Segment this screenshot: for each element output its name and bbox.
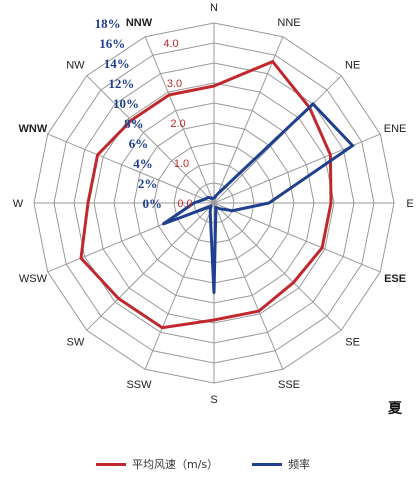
- data-point-speed: [320, 246, 324, 249]
- frequency-tick-label: 8%: [124, 116, 144, 131]
- legend-item-speed: 平均风速（m/s）: [96, 456, 218, 472]
- direction-label: NE: [345, 59, 360, 71]
- data-point-frequency: [311, 102, 315, 106]
- data-point-speed: [86, 201, 90, 205]
- direction-label: S: [210, 394, 217, 406]
- direction-label: ENE: [384, 123, 407, 135]
- data-point-speed: [168, 93, 171, 97]
- data-point-frequency: [203, 198, 206, 201]
- grid-spoke: [213, 133, 381, 204]
- direction-label: ESE: [384, 273, 406, 285]
- frequency-tick-label: 4%: [133, 156, 153, 171]
- data-point-speed: [161, 326, 164, 329]
- season-label: 夏: [388, 401, 402, 417]
- speed-tick-label: 0.0: [177, 198, 192, 210]
- direction-label: WNW: [19, 123, 48, 135]
- frequency-tick-label: 0%: [143, 196, 163, 211]
- chart-legend: 平均风速（m/s） 频率: [96, 456, 344, 472]
- speed-tick-label: 3.0: [167, 78, 182, 90]
- data-point-frequency: [209, 211, 212, 214]
- data-point-frequency: [207, 196, 210, 199]
- data-point-frequency: [216, 192, 219, 195]
- radar-series: [79, 59, 355, 330]
- data-point-speed: [292, 281, 295, 284]
- data-point-speed: [130, 119, 133, 122]
- direction-label: NNE: [277, 17, 300, 29]
- axis-ticks: 0% 2% 4% 6% 8% 10% 12% 14% 16% 18% 0.0 1.0 2.0 3.0 4.0: [95, 16, 193, 211]
- grid-spoke: [213, 202, 342, 331]
- grid-spoke: [86, 75, 215, 204]
- grid-spoke: [144, 36, 215, 204]
- data-point-speed: [257, 309, 260, 313]
- grid-spoke: [213, 202, 381, 273]
- frequency-tick-label: 18%: [95, 16, 121, 31]
- data-point-frequency: [192, 201, 196, 205]
- frequency-tick-label: 6%: [129, 136, 149, 151]
- frequency-tick-label: 10%: [113, 96, 139, 111]
- direction-label: NW: [66, 59, 85, 71]
- data-point-frequency: [231, 209, 234, 212]
- data-point-frequency: [212, 291, 216, 295]
- direction-label: SSE: [278, 379, 300, 391]
- legend-label-frequency: 频率: [288, 458, 311, 471]
- direction-label: SSW: [126, 379, 152, 391]
- data-point-speed: [329, 153, 332, 156]
- data-point-frequency: [267, 201, 271, 205]
- data-point-frequency: [209, 205, 212, 208]
- direction-label: NNW: [126, 17, 153, 29]
- grid-spoke: [86, 202, 215, 331]
- direction-label: N: [210, 2, 218, 14]
- data-point-speed: [212, 318, 216, 322]
- data-point-frequency: [162, 222, 165, 226]
- data-point-frequency: [351, 144, 354, 147]
- grid-spoke: [213, 202, 284, 370]
- frequency-tick-label: 2%: [138, 176, 158, 191]
- data-point-frequency: [212, 196, 216, 200]
- legend-item-frequency: 频率: [252, 456, 310, 472]
- direction-label: SW: [67, 337, 85, 349]
- data-point-frequency: [218, 207, 221, 210]
- direction-label: WSW: [19, 273, 48, 285]
- direction-labels: N NNE NE ENE E ESE SE SSE S SSW SW WSW W WNW NW NNW: [13, 2, 414, 406]
- data-point-frequency: [210, 197, 214, 200]
- direction-label: E: [406, 198, 413, 210]
- data-point-speed: [329, 201, 333, 205]
- data-point-speed: [117, 297, 120, 300]
- grid-spoke: [47, 133, 215, 204]
- data-point-frequency: [214, 206, 218, 209]
- speed-tick-label: 2.0: [170, 118, 185, 130]
- direction-label: SE: [345, 337, 360, 349]
- grid-spoke: [144, 202, 215, 370]
- legend-swatch-frequency: [252, 462, 283, 466]
- data-point-speed: [79, 256, 83, 260]
- speed-tick-label: 4.0: [163, 38, 178, 50]
- data-point-speed: [271, 60, 274, 63]
- speed-tick-label: 1.0: [174, 158, 189, 170]
- legend-label-speed: 平均风速（m/s）: [132, 458, 219, 471]
- legend-swatch-speed: [96, 462, 126, 466]
- wind-rose-chart: N NNE NE ENE E ESE SE SSE S SSW SW WSW W WNW NW NNW 0% 2…: [13, 2, 414, 406]
- grid-spoke: [213, 36, 284, 204]
- data-point-speed: [96, 153, 99, 156]
- frequency-tick-label: 14%: [104, 56, 130, 71]
- data-point-speed: [212, 84, 216, 88]
- frequency-tick-label: 16%: [99, 36, 125, 51]
- direction-label: W: [13, 198, 24, 210]
- frequency-tick-label: 12%: [108, 76, 134, 91]
